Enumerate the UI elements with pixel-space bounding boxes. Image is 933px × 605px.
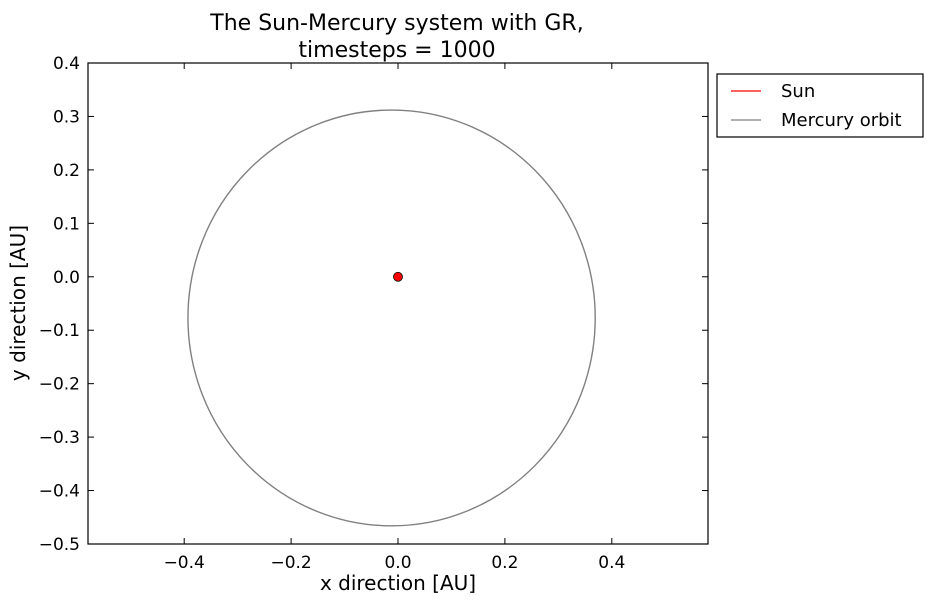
chart-title-line-2: timesteps = 1000 [298, 38, 495, 63]
legend-label-sun: Sun [781, 81, 815, 102]
x-tick-label: −0.4 [164, 553, 205, 573]
ticks-layer [88, 62, 708, 545]
legend-label-mercury-orbit: Mercury orbit [781, 110, 902, 131]
orbit-layer [187, 109, 596, 527]
y-tick-label: −0.3 [39, 428, 80, 448]
legend: Sun Mercury orbit [716, 73, 924, 138]
y-tick-label: 0.4 [53, 54, 80, 74]
x-tick-labels: −0.4 −0.2 0.0 0.2 0.4 [164, 553, 626, 573]
y-tick-labels: 0.4 0.3 0.2 0.1 0.0 −0.1 −0.2 −0.3 −0.4 −0.5 [39, 54, 80, 555]
y-tick-label: 0.0 [53, 268, 80, 288]
y-tick-label: −0.4 [39, 482, 80, 502]
legend-box [716, 73, 924, 138]
y-axis-title: y direction [AU] [6, 225, 30, 381]
y-tick-label: 0.1 [53, 214, 80, 234]
y-tick-label: 0.3 [53, 107, 80, 127]
x-tick-label: 0.0 [384, 553, 411, 573]
y-tick-label: −0.1 [39, 321, 80, 341]
sun-marker [393, 271, 403, 282]
plot-area [87, 62, 709, 545]
chart-title-line-1: The Sun-Mercury system with GR, [209, 11, 583, 36]
y-tick-label: −0.5 [39, 535, 80, 555]
y-tick-label: −0.2 [39, 375, 80, 395]
x-tick-label: −0.2 [270, 553, 311, 573]
y-tick-label: 0.2 [53, 161, 80, 181]
x-axis-title: x direction [AU] [320, 571, 476, 595]
x-tick-label: 0.2 [491, 553, 518, 573]
x-tick-label: 0.4 [598, 553, 625, 573]
mercury-orbit-line [187, 109, 596, 527]
